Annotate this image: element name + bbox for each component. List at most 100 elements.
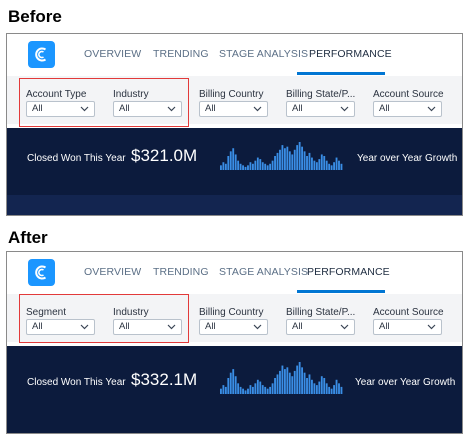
app-logo-icon[interactable] (28, 41, 55, 68)
billing-country-select[interactable]: All (199, 319, 268, 335)
account-source-select[interactable]: All (373, 101, 442, 117)
sparkline-bar (276, 374, 279, 394)
sparkline-bar (261, 162, 264, 170)
sparkline-bar (283, 148, 286, 170)
kpi-footer-strip (7, 195, 462, 215)
sparkline-bar (237, 160, 240, 170)
sparkline-bar (330, 388, 333, 394)
tab-overview[interactable]: OVERVIEW (84, 266, 142, 278)
sparkline-bar (323, 378, 326, 394)
sparkline-bar (234, 376, 237, 394)
filter-bar: Segment All Industry All Billing Country… (7, 294, 462, 342)
sparkline-bar (259, 381, 262, 394)
sparkline-bar (224, 163, 227, 170)
sparkline-bar (244, 166, 247, 170)
billing-state-select[interactable]: All (286, 319, 355, 335)
sparkline-bar (264, 163, 267, 170)
app-logo-icon[interactable] (28, 259, 55, 286)
select-value: All (379, 321, 390, 332)
filter-label-industry: Industry (113, 89, 149, 100)
sparkline-bar (229, 372, 232, 394)
select-value: All (119, 321, 130, 332)
sparkline-bar (249, 162, 252, 170)
tab-performance[interactable]: PERFORMANCE (307, 266, 390, 278)
sparkline-bar (264, 386, 267, 394)
sparkline-bar (286, 367, 289, 394)
sparkline-bar (232, 148, 235, 170)
select-value: All (205, 321, 216, 332)
select-value: All (292, 103, 303, 114)
kpi-banner: Closed Won This Year $321.0M Year over Y… (7, 128, 462, 215)
tab-trending[interactable]: TRENDING (153, 48, 209, 60)
sparkline-bar (281, 145, 284, 170)
sparkline-bar (286, 146, 289, 170)
tab-trending[interactable]: TRENDING (153, 266, 209, 278)
sparkline-bar (340, 163, 343, 170)
sparkline-bar (311, 379, 313, 394)
select-value: All (205, 103, 216, 114)
chevron-down-icon (427, 324, 436, 330)
chevron-down-icon (340, 324, 349, 330)
sparkline-bar (222, 385, 225, 394)
sparkline-bar (276, 152, 279, 170)
tab-overview[interactable]: OVERVIEW (84, 48, 142, 60)
sparkline-bar (288, 372, 291, 394)
sparkline-bar (266, 165, 269, 170)
chevron-down-icon (253, 106, 262, 112)
sparkline-bar (306, 378, 308, 394)
segment-select[interactable]: All (26, 319, 95, 335)
sparkline-bar (323, 156, 326, 170)
filter-label-account-type: Account Type (26, 89, 87, 100)
changed-filters-highlight (19, 78, 189, 127)
sparkline-bar (318, 381, 321, 394)
sparkline-bar (274, 378, 276, 394)
billing-country-select[interactable]: All (199, 101, 268, 117)
industry-select[interactable]: All (113, 101, 182, 117)
industry-select[interactable]: All (113, 319, 182, 335)
sparkline-bar (239, 163, 242, 170)
sparkline-chart (220, 362, 343, 394)
changed-filters-highlight (19, 294, 189, 343)
sparkline-bar (303, 372, 306, 394)
sparkline-bar (271, 383, 274, 394)
select-value: All (379, 103, 390, 114)
chevron-down-icon (167, 106, 176, 112)
sparkline-bar (269, 163, 272, 170)
sparkline-bar (224, 386, 227, 394)
tab-stage-analysis[interactable]: STAGE ANALYSIS (219, 48, 309, 60)
sparkline-chart (220, 142, 343, 170)
account-type-select[interactable]: All (26, 101, 95, 117)
sparkline-bar (315, 162, 318, 170)
sparkline-bar (340, 386, 343, 394)
sparkline-bar (227, 156, 230, 170)
sparkline-bar (244, 390, 247, 394)
kpi-right-label: Year over Year Growth (355, 377, 456, 388)
sparkline-bar (220, 165, 222, 170)
sparkline-bar (308, 374, 311, 394)
sparkline-bar (288, 151, 291, 170)
sparkline-bar (298, 142, 301, 170)
chevron-down-icon (80, 106, 89, 112)
filter-label-account-source: Account Source (373, 307, 444, 318)
sparkline-bar (328, 163, 331, 170)
kpi-right-label: Year over Year Growth (357, 153, 458, 164)
tab-stage-analysis[interactable]: STAGE ANALYSIS (219, 266, 309, 278)
active-tab-indicator (297, 290, 385, 293)
billing-state-select[interactable]: All (286, 101, 355, 117)
chevron-down-icon (80, 324, 89, 330)
sparkline-bar (328, 386, 331, 394)
tab-performance[interactable]: PERFORMANCE (309, 48, 392, 60)
sparkline-bar (237, 383, 240, 394)
sparkline-bar (247, 388, 249, 394)
sparkline-bar (279, 149, 281, 170)
filter-label-billing-country: Billing Country (199, 89, 264, 100)
filter-label-account-source: Account Source (373, 89, 444, 100)
sparkline-bar (283, 369, 286, 394)
sparkline-bar (320, 154, 323, 170)
select-value: All (292, 321, 303, 332)
filter-label-segment: Segment (26, 307, 67, 318)
kpi-value: $332.1M (131, 370, 198, 389)
sparkline-bar (234, 154, 237, 170)
account-source-select[interactable]: All (373, 319, 442, 335)
sparkline-bar (313, 160, 316, 170)
